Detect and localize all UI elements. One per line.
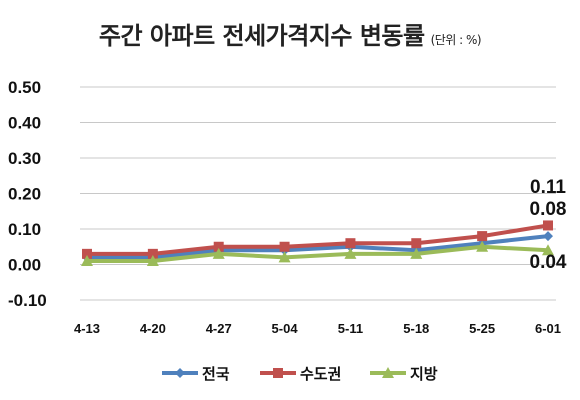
data-point <box>477 231 488 242</box>
y-tick-label: 0.30 <box>8 149 41 168</box>
x-tick-label: 5-25 <box>469 321 495 336</box>
legend-label: 수도권 <box>300 365 341 383</box>
y-tick-label: 0.40 <box>8 114 41 133</box>
data-point <box>279 241 290 252</box>
series-line <box>87 223 549 256</box>
data-label: 0.08 <box>530 199 567 220</box>
data-point <box>82 248 92 259</box>
data-point <box>147 248 158 259</box>
data-label: 0.04 <box>530 252 567 273</box>
x-tick-label: 4-20 <box>140 321 166 336</box>
data-point <box>543 220 553 231</box>
chart-title: 주간 아파트 전세가격지수 변동률 (단위 : %) <box>0 16 580 51</box>
data-point <box>278 251 291 263</box>
x-tick-label: 4-27 <box>206 321 232 336</box>
x-tick-label: 5-18 <box>403 321 429 336</box>
data-point <box>543 231 553 242</box>
data-point <box>382 367 394 378</box>
x-tick-label: 6-01 <box>535 321 561 336</box>
data-point <box>542 244 554 256</box>
chart-title-unit: (단위 : %) <box>430 33 482 47</box>
legend-label: 전국 <box>202 365 230 383</box>
y-tick-label: 0.20 <box>8 185 41 204</box>
y-tick-label: -0.10 <box>8 291 47 310</box>
data-point <box>175 368 185 378</box>
data-label: 0.11 <box>530 177 566 198</box>
chart-title-text: 주간 아파트 전세가격지수 변동률 <box>98 22 425 50</box>
data-point <box>146 254 159 266</box>
data-point <box>213 241 224 252</box>
data-point <box>345 238 356 249</box>
legend-label: 지방 <box>410 365 438 383</box>
data-point <box>81 254 93 266</box>
x-tick-label: 5-04 <box>272 321 299 336</box>
y-tick-label: 0.00 <box>8 256 41 275</box>
x-tick-label: 4-13 <box>74 321 100 336</box>
y-tick-label: 0.10 <box>8 220 41 239</box>
series-line <box>87 244 549 263</box>
data-point <box>476 240 489 252</box>
data-point <box>212 247 225 259</box>
y-tick-label: 0.50 <box>8 78 41 97</box>
data-point <box>411 238 422 249</box>
data-point <box>273 368 283 378</box>
data-point <box>410 247 423 259</box>
x-tick-label: 5-11 <box>338 321 363 336</box>
data-point <box>344 247 357 259</box>
series-line <box>87 234 549 260</box>
